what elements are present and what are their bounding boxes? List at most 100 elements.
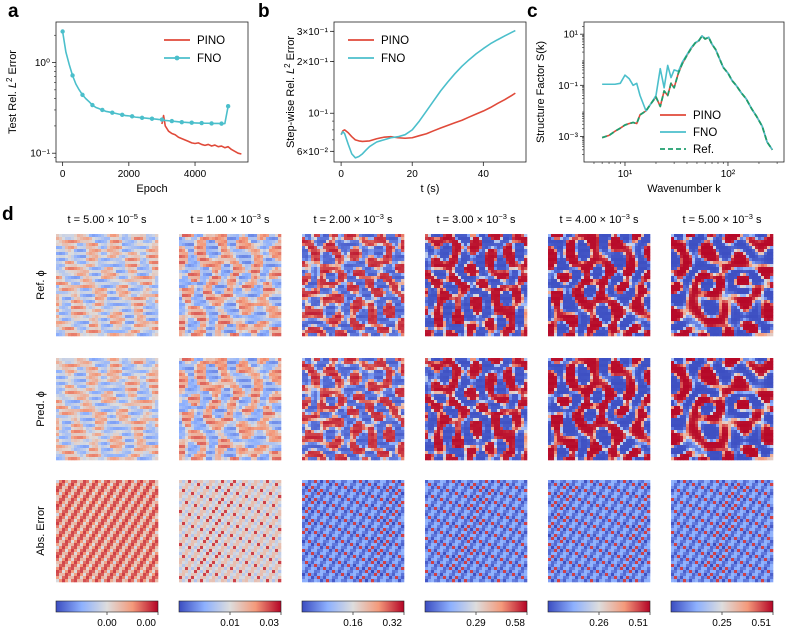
field-pixel bbox=[134, 300, 138, 304]
field-pixel bbox=[77, 448, 81, 452]
field-pixel bbox=[245, 282, 249, 286]
field-pixel bbox=[185, 288, 189, 292]
field-pixel bbox=[65, 270, 69, 274]
field-pixel bbox=[92, 525, 96, 529]
field-pixel bbox=[119, 576, 123, 580]
field-pixel bbox=[83, 421, 87, 425]
field-pixel bbox=[113, 237, 117, 241]
field-pixel bbox=[203, 258, 207, 262]
field-pixel bbox=[236, 264, 240, 268]
field-pixel bbox=[56, 543, 60, 547]
field-pixel bbox=[107, 264, 111, 268]
field-pixel bbox=[134, 424, 138, 428]
field-pixel bbox=[188, 246, 192, 250]
field-pixel bbox=[146, 445, 150, 449]
field-pixel bbox=[131, 579, 135, 583]
field-pixel bbox=[113, 279, 117, 283]
field-pixel bbox=[179, 457, 183, 461]
field-pixel bbox=[257, 306, 261, 310]
field-pixel bbox=[62, 570, 66, 574]
field-pixel bbox=[98, 318, 102, 322]
field-pixel bbox=[101, 504, 105, 508]
field-pixel bbox=[68, 300, 72, 304]
field-pixel bbox=[104, 261, 108, 265]
field-pixel bbox=[155, 391, 159, 395]
field-pixel bbox=[140, 552, 144, 556]
field-pixel bbox=[152, 297, 156, 301]
field-pixel bbox=[125, 498, 129, 502]
field-pixel bbox=[227, 291, 231, 295]
field-pixel bbox=[146, 567, 150, 571]
field-pixel bbox=[206, 240, 210, 244]
field-pixel bbox=[152, 498, 156, 502]
field-pixel bbox=[71, 333, 75, 337]
field-pixel bbox=[71, 358, 75, 362]
field-pixel bbox=[140, 549, 144, 553]
field-pixel bbox=[263, 291, 267, 295]
field-pixel bbox=[140, 507, 144, 511]
field-pixel bbox=[215, 327, 219, 331]
field-pixel bbox=[101, 516, 105, 520]
field-pixel bbox=[83, 442, 87, 446]
field-pixel bbox=[62, 492, 66, 496]
field-pixel bbox=[275, 291, 279, 295]
field-pixel bbox=[134, 327, 138, 331]
field-pixel bbox=[194, 294, 198, 298]
field-pixel bbox=[116, 394, 120, 398]
field-pixel bbox=[272, 264, 276, 268]
field-pixel bbox=[56, 318, 60, 322]
field-pixel bbox=[128, 246, 132, 250]
field-pixel bbox=[146, 333, 150, 337]
field-pixel bbox=[65, 288, 69, 292]
field-pixel bbox=[272, 309, 276, 313]
field-pixel bbox=[212, 288, 216, 292]
field-pixel bbox=[89, 546, 93, 550]
field-pixel bbox=[68, 282, 72, 286]
field-pixel bbox=[83, 297, 87, 301]
field-pixel bbox=[68, 376, 72, 380]
field-pixel bbox=[146, 561, 150, 565]
field-pixel bbox=[230, 240, 234, 244]
field-pixel bbox=[107, 552, 111, 556]
field-pixel bbox=[131, 327, 135, 331]
field-pixel bbox=[155, 424, 159, 428]
field-pixel bbox=[71, 379, 75, 383]
field-pixel bbox=[263, 234, 267, 238]
field-pixel bbox=[74, 531, 78, 535]
field-pixel bbox=[179, 282, 183, 286]
field-pixel bbox=[101, 370, 105, 374]
field-pixel bbox=[218, 279, 222, 283]
field-pixel bbox=[149, 367, 153, 371]
field-pixel bbox=[80, 442, 84, 446]
field-pixel bbox=[101, 270, 105, 274]
field-pixel bbox=[113, 240, 117, 244]
field-pixel bbox=[236, 303, 240, 307]
field-pixel bbox=[128, 549, 132, 553]
field-pixel bbox=[62, 495, 66, 499]
field-pixel bbox=[110, 555, 114, 559]
field-pixel bbox=[146, 246, 150, 250]
chart-b-x-label: t (s) bbox=[421, 183, 440, 195]
field-pixel bbox=[209, 315, 213, 319]
a-fno-point bbox=[225, 103, 231, 109]
field-pixel bbox=[191, 303, 195, 307]
field-pixel bbox=[215, 246, 219, 250]
field-pixel bbox=[149, 489, 153, 493]
field-pixel bbox=[146, 312, 150, 316]
field-pixel bbox=[62, 430, 66, 434]
field-pixel bbox=[146, 318, 150, 322]
field-pixel bbox=[83, 561, 87, 565]
field-pixel bbox=[116, 324, 120, 328]
field-pixel bbox=[191, 333, 195, 337]
field-pixel bbox=[266, 282, 270, 286]
field-pixel bbox=[242, 264, 246, 268]
field-pixel bbox=[65, 525, 69, 529]
field-pixel bbox=[200, 309, 204, 313]
field-pixel bbox=[80, 327, 84, 331]
field-pixel bbox=[134, 507, 138, 511]
field-pixel bbox=[89, 439, 93, 443]
field-pixel bbox=[152, 513, 156, 517]
field-pixel bbox=[95, 448, 99, 452]
field-pixel bbox=[125, 570, 129, 574]
field-pixel bbox=[269, 291, 273, 295]
